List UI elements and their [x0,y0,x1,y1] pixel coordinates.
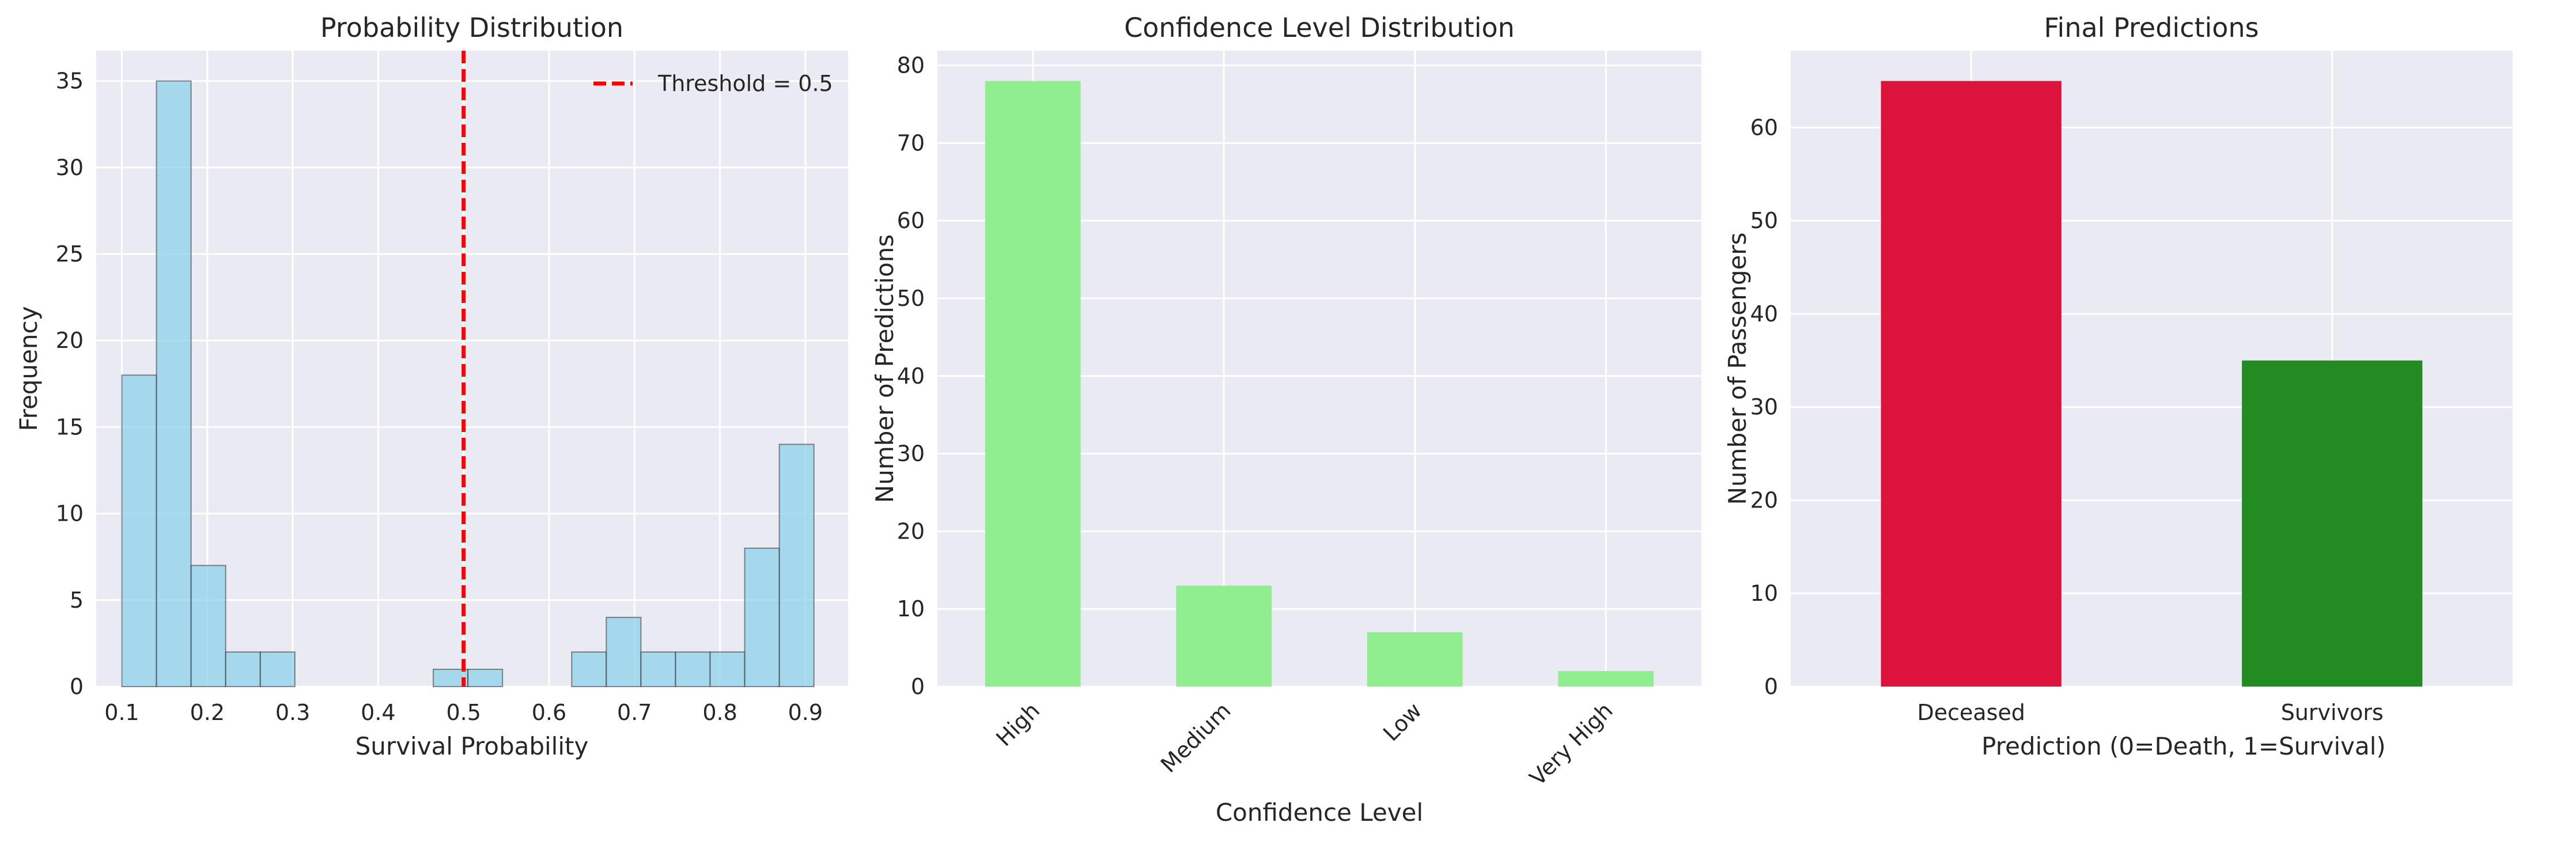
histogram-panel: 0.1 0.2 0.3 0.4 0.5 0.6 0.7 0.8 0.9 0 5 10 15 20 25 30… [14,12,848,760]
y-tick-label: 30 [56,155,84,180]
histogram-bar [190,564,226,688]
y-axis-label: Number of Predictions [871,234,899,503]
prediction-bars [1881,81,2423,687]
x-tick-label: Low [1378,698,1427,746]
x-tick-labels: 0.1 0.2 0.3 0.4 0.5 0.6 0.7 0.8 0.9 [104,700,823,725]
y-tick-label: 5 [70,588,84,613]
confidence-panel: High Medium Low Very High 0 10 20 30 40 50 60 70 80… [871,12,1701,827]
histogram-bar [259,651,296,687]
y-tick-label: 10 [56,501,84,526]
y-tick-label: 0 [1764,674,1778,699]
x-axis-label: Confidence Level [1216,798,1423,827]
histogram-bar [675,651,711,687]
chart-title: Final Predictions [2044,12,2259,43]
y-tick-label: 70 [897,130,925,156]
x-tick-label: 0.2 [190,700,225,725]
histogram-bar [156,80,192,688]
y-tick-label: 40 [1750,301,1778,327]
chart-title: Confidence Level Distribution [1124,12,1515,43]
histogram-bar [709,651,746,687]
x-tick-label: Survivors [2281,700,2384,725]
x-tick-label: 0.1 [104,700,139,725]
x-tick-label: 0.6 [532,700,566,725]
x-axis-label: Prediction (0=Death, 1=Survival) [1981,732,2386,760]
x-tick-label: High [991,698,1045,751]
histogram-bar [606,616,642,688]
legend-threshold-label: Threshold = 0.5 [657,71,833,96]
y-tick-label: 10 [897,596,925,622]
y-tick-label: 80 [897,53,925,78]
y-tick-label: 15 [56,414,84,439]
y-tick-label: 20 [1750,487,1778,513]
y-tick-label: 30 [1750,395,1778,420]
x-tick-label: 0.9 [788,700,823,725]
histogram-bar [571,651,607,687]
x-tick-label: 0.5 [446,700,481,725]
x-tick-label: 0.8 [702,700,737,725]
y-tick-label: 0 [911,674,925,699]
y-axis-label: Frequency [14,306,43,431]
y-tick-label: 10 [1750,581,1778,606]
histogram-bar [225,651,261,687]
confidence-bar [1558,671,1654,687]
confidence-bar [985,81,1081,687]
x-tick-label: 0.4 [361,700,395,725]
x-tick-label: 0.7 [617,700,652,725]
y-tick-label: 35 [56,69,84,94]
prediction-bar [2242,360,2423,687]
x-tick-label: Very High [1525,698,1617,790]
x-axis-label: Survival Probability [355,732,589,760]
confidence-bars [985,81,1654,687]
legend: Threshold = 0.5 [593,71,833,96]
y-tick-label: 25 [56,241,84,267]
y-tick-label: 30 [897,441,925,467]
y-tick-labels: 0 10 20 30 40 50 60 70 80 [897,53,925,699]
confidence-bar [1367,632,1463,687]
x-tick-label: Medium [1156,698,1236,778]
y-tick-label: 0 [70,674,84,699]
y-tick-label: 40 [897,363,925,389]
histogram-bar [744,547,780,687]
x-tick-label: 0.3 [275,700,310,725]
final-predictions-panel: Deceased Survivors 0 10 20 30 40 50 60 Final Pr… [1723,12,2513,760]
y-tick-label: 50 [1750,208,1778,233]
histogram-bars [121,80,815,688]
y-tick-labels: 0 5 10 15 20 25 30 35 [56,69,84,699]
histogram-bar [640,651,676,687]
y-tick-labels: 0 10 20 30 40 50 60 [1750,115,1778,699]
prediction-bar [1881,81,2061,687]
y-tick-label: 60 [1750,115,1778,140]
x-tick-label: Deceased [1917,700,2026,725]
histogram-bar [121,374,157,687]
x-tick-labels: Deceased Survivors [1917,700,2384,725]
y-tick-label: 20 [897,518,925,544]
y-tick-label: 20 [56,328,84,353]
histogram-bar [778,444,815,688]
y-axis-label: Number of Passengers [1723,233,1752,505]
histogram-bar [467,668,504,688]
x-tick-labels: High Medium Low Very High [991,698,1617,790]
y-tick-label: 60 [897,208,925,233]
chart-title: Probability Distribution [320,12,623,43]
y-tick-label: 50 [897,286,925,311]
confidence-bar [1176,585,1272,687]
